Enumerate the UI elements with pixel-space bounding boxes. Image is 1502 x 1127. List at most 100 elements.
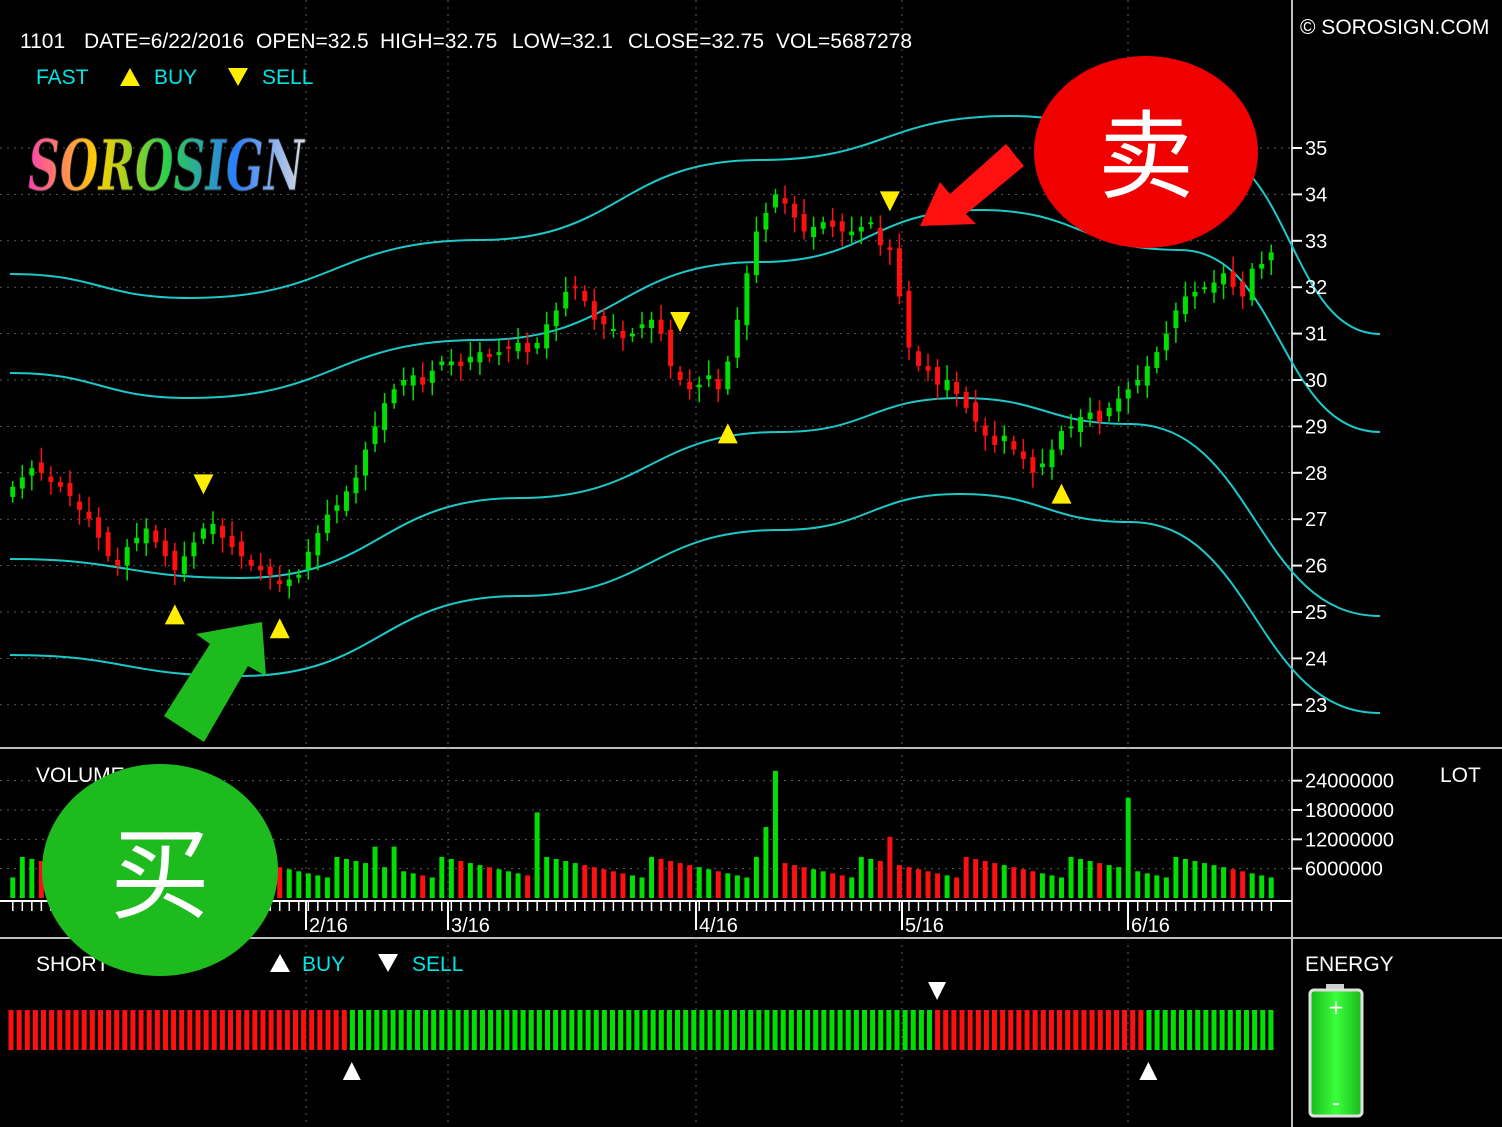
candle-body <box>343 491 349 511</box>
short-term-bar <box>309 1010 315 1050</box>
date-text: DATE=6/22/2016 <box>84 30 244 53</box>
candle-body <box>210 523 216 535</box>
volume-bar <box>1049 875 1055 898</box>
volume-bar <box>439 856 445 898</box>
volume-bar <box>782 863 788 898</box>
candle-body <box>506 346 512 349</box>
volume-text: VOL=5687278 <box>776 30 912 53</box>
candle-body <box>220 525 225 538</box>
candle-body <box>191 542 197 557</box>
short-term-bar <box>57 1010 63 1050</box>
volume-bar <box>1182 858 1188 898</box>
short-term-bar <box>1024 1010 1030 1050</box>
short-term-bar <box>455 1010 461 1050</box>
month-tick-label: 2/16 <box>309 915 348 937</box>
short-term-bar <box>683 1010 689 1050</box>
candle-body <box>439 361 445 366</box>
short-term-bar <box>236 1010 242 1050</box>
candle-body <box>1202 287 1207 290</box>
volume-bar <box>296 871 302 898</box>
buy-signal-icon <box>164 604 185 625</box>
candle-body <box>801 213 807 232</box>
candle-body <box>706 375 712 380</box>
legend-fast: FAST <box>36 66 89 89</box>
volume-bar <box>1202 863 1207 898</box>
candle-body <box>601 315 607 325</box>
volume-bar <box>467 863 473 898</box>
candle-body <box>1106 407 1112 417</box>
candle-body <box>382 403 388 431</box>
channel-band-line <box>9 396 1381 617</box>
volume-bar <box>744 877 750 898</box>
volume-tick-label: 6000000 <box>1305 859 1383 881</box>
volume-bar <box>1211 865 1217 898</box>
candle-body <box>525 342 531 353</box>
candle-body <box>1144 366 1150 386</box>
copyright-text: © SOROSIGN.COM <box>1300 16 1489 39</box>
volume-bar <box>420 875 426 898</box>
price-tick-label: 23 <box>1305 695 1327 717</box>
candle-body <box>248 560 254 566</box>
short-term-bar <box>553 1010 559 1050</box>
short-term-label: SHORT <box>36 953 109 976</box>
sell-bubble <box>1034 56 1258 248</box>
short-term-bar <box>1048 1010 1054 1050</box>
candle-body <box>1173 310 1179 329</box>
short-term-bar <box>821 1010 827 1050</box>
candle-body <box>1078 417 1084 432</box>
short-term-bar <box>1146 1010 1152 1050</box>
short-term-bar <box>219 1010 225 1050</box>
legend-sell: SELL <box>262 66 313 89</box>
short-term-bar <box>731 1010 737 1050</box>
candle-body <box>973 402 979 422</box>
candle-body <box>410 375 416 386</box>
volume-tick-label: 12000000 <box>1305 829 1394 851</box>
channel-band-line <box>9 492 1381 714</box>
candle-body <box>162 540 168 557</box>
short-term-bar <box>1057 1010 1063 1050</box>
short-term-bar <box>715 1010 721 1050</box>
candle-body <box>553 310 559 327</box>
short-term-bar <box>609 1010 616 1050</box>
volume-bar <box>343 858 349 898</box>
candle-body <box>391 389 397 404</box>
candle-body <box>1011 441 1017 450</box>
candle-body <box>763 212 769 230</box>
volume-bar <box>1259 875 1265 898</box>
candle-body <box>715 379 721 390</box>
short-term-bar <box>593 1010 599 1050</box>
volume-bar <box>877 861 883 898</box>
short-term-bar <box>1138 1010 1144 1050</box>
candle-body <box>534 342 540 349</box>
short-buy-label: BUY <box>302 953 345 976</box>
candle-body <box>563 291 569 309</box>
short-term-bar <box>1178 1010 1185 1050</box>
candle-body <box>10 486 16 497</box>
buy-signal-icon <box>1051 483 1072 504</box>
volume-bar <box>582 865 588 898</box>
price-tick-label: 33 <box>1305 231 1327 253</box>
candle-body <box>925 366 931 371</box>
volume-bar <box>525 875 531 898</box>
short-term-bar <box>171 1010 177 1050</box>
low-text: LOW=32.1 <box>512 30 613 53</box>
volume-bar <box>649 856 655 898</box>
candle-body <box>324 514 330 534</box>
volume-bar <box>1030 871 1036 898</box>
price-tick-label: 32 <box>1305 277 1327 299</box>
volume-bar <box>363 863 368 898</box>
candle-body <box>963 392 969 408</box>
sell-bubble-text: 卖 <box>1098 101 1194 213</box>
volume-tick-label: 24000000 <box>1305 771 1394 793</box>
candle-body <box>658 319 664 334</box>
short-term-bar <box>1260 1010 1266 1050</box>
volume-bar <box>1230 869 1236 898</box>
short-term-bar <box>162 1010 168 1050</box>
short-term-bar <box>97 1010 103 1050</box>
short-term-bar <box>626 1010 632 1050</box>
volume-bar <box>639 877 645 898</box>
short-term-bar <box>845 1010 851 1050</box>
short-term-bar <box>49 1010 55 1050</box>
volume-bar <box>334 856 340 898</box>
candle-body <box>582 290 588 302</box>
